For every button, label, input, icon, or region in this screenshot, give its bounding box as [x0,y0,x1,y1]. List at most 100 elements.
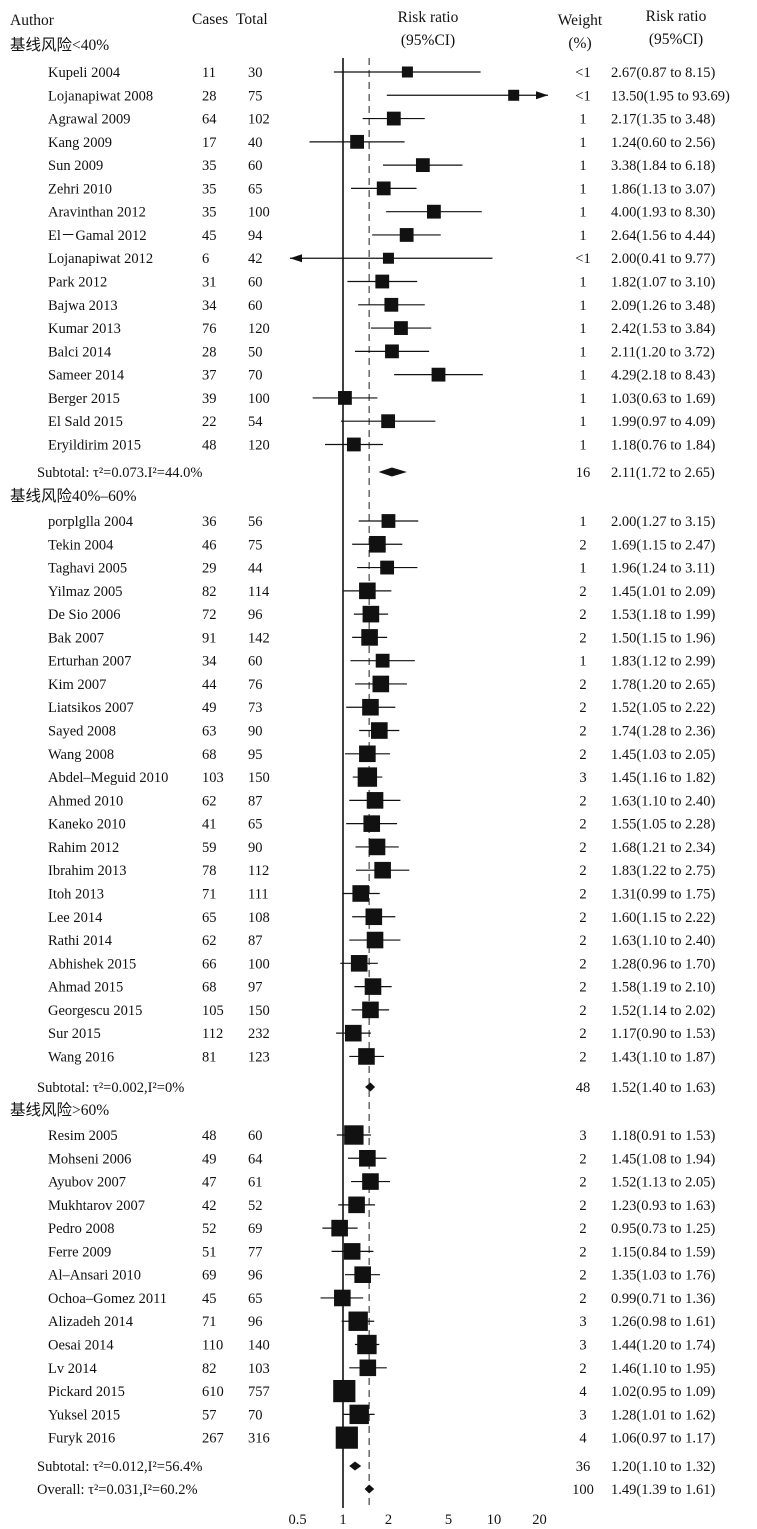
study-author: Itoh 2013 [48,886,104,902]
point-marker [372,675,390,693]
study-author: Balci 2014 [48,344,112,360]
study-author: porplglla 2004 [48,514,134,530]
study-rr: 1.52(1.13 to 2.05) [611,1175,715,1191]
study-cases: 36 [202,514,217,530]
study-author: Kaneko 2010 [48,817,126,833]
study-total: 100 [248,205,270,221]
study-weight: 2 [579,1198,586,1214]
header: Author Cases Total Risk ratio (95%CI) We… [10,8,707,52]
point-marker [366,792,384,809]
study-author: Furyk 2016 [48,1431,115,1447]
study-rr: 1.17(0.90 to 1.53) [611,1026,715,1042]
study-rr: 1.83(1.22 to 2.75) [611,863,715,879]
study-cases: 103 [202,770,224,786]
study-weight: 2 [579,840,586,856]
study-cases: 28 [202,88,217,104]
point-marker [359,745,376,763]
summary-diamond [349,1461,362,1471]
study-total: 65 [248,817,263,833]
study-total: 70 [248,1407,263,1423]
study-author: Pickard 2015 [48,1384,125,1400]
x-tick-label: 20 [532,1512,547,1528]
study-total: 76 [248,677,263,693]
point-marker [357,1334,377,1355]
study-total: 111 [248,886,269,902]
study-weight: 2 [579,724,586,740]
study-author: Sur 2015 [48,1026,101,1042]
study-weight: 1 [579,368,586,384]
study-rr: 1.03(0.63 to 1.69) [611,391,715,407]
study-rr: 1.63(1.10 to 2.40) [611,793,715,809]
point-marker [394,321,408,335]
study-author: Resim 2005 [48,1128,118,1144]
study-rr: 1.43(1.10 to 1.87) [611,1049,715,1065]
x-tick-label: 1 [339,1512,346,1528]
study-author: Al–Ansari 2010 [48,1268,141,1284]
subtotal-label: Subtotal: τ²=0.002,I²=0% [37,1080,184,1096]
study-cases: 48 [202,437,217,453]
header-risk-ratio-ci: (95%CI) [401,32,455,49]
study-total: 97 [248,980,263,996]
group-label: 基线风险<40% [10,36,109,54]
study-rr: 1.52(1.05 to 2.22) [611,700,715,716]
study-cases: 35 [202,158,217,174]
point-marker [384,297,399,312]
study-rr: 2.00(0.41 to 9.77) [611,251,715,267]
study-weight: 1 [579,158,586,174]
overall-weight: 100 [572,1482,594,1498]
study-author: Bajwa 2013 [48,298,118,314]
point-marker [335,1426,358,1449]
point-marker [431,367,446,382]
study-weight: 3 [579,770,586,786]
study-weight: 1 [579,321,586,337]
study-weight: 2 [579,700,586,716]
study-author: El－Gamal 2012 [48,228,147,244]
study-weight: 1 [579,181,586,197]
study-cases: 82 [202,584,217,600]
study-rr: 1.68(1.21 to 2.34) [611,840,715,856]
study-weight: 2 [579,817,586,833]
study-weight: 1 [579,344,586,360]
study-cases: 59 [202,840,217,856]
study-author: Taghavi 2005 [48,561,127,577]
point-marker [375,274,390,289]
study-weight: 2 [579,607,586,623]
study-author: Georgescu 2015 [48,1003,142,1019]
study-total: 75 [248,537,263,553]
point-marker [375,653,390,668]
study-weight: 2 [579,1268,586,1284]
study-author: Sameer 2014 [48,368,125,384]
study-author: Kang 2009 [48,135,112,151]
study-cases: 22 [202,414,217,430]
x-tick-label: 0.5 [288,1512,306,1528]
study-rr: 1.35(1.03 to 1.76) [611,1268,715,1284]
study-rr: 4.00(1.93 to 8.30) [611,205,715,221]
study-total: 112 [248,863,269,879]
study-cases: 91 [202,630,217,646]
point-marker [349,1404,369,1425]
study-weight: 1 [579,135,586,151]
study-rr: 1.45(1.16 to 1.82) [611,770,715,786]
study-rr: 1.06(0.97 to 1.17) [611,1431,715,1447]
study-weight: 1 [579,561,586,577]
study-author: Sun 2009 [48,158,103,174]
study-total: 65 [248,1291,263,1307]
study-cases: 28 [202,344,217,360]
study-weight: 3 [579,1338,586,1354]
subtotal-rr: 1.52(1.40 to 1.63) [611,1080,715,1096]
study-weight: 1 [579,437,586,453]
point-marker [359,1359,377,1377]
study-weight: 1 [579,414,586,430]
study-weight: 1 [579,514,586,530]
study-total: 50 [248,344,263,360]
study-total: 100 [248,956,270,972]
study-author: Abdel–Meguid 2010 [48,770,168,786]
study-total: 73 [248,700,263,716]
study-cases: 37 [202,368,217,384]
point-marker [401,66,413,78]
study-author: Ibrahim 2013 [48,863,127,879]
study-author: Abhishek 2015 [48,956,136,972]
study-rr: 1.86(1.13 to 3.07) [611,181,715,197]
study-total: 60 [248,298,263,314]
